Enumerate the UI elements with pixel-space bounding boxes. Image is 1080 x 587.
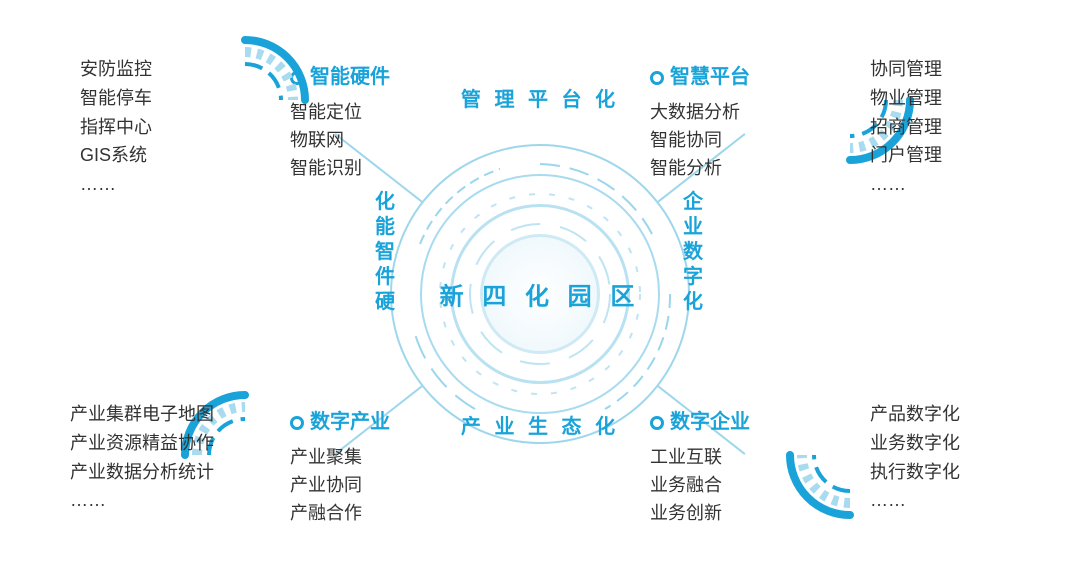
side-item: 产业资源精益协作 [70, 429, 290, 458]
center-title-text: 新 四 化 园 区 [440, 283, 641, 310]
quad-bottom-left: 数字产业产业聚集产业协同产融合作 [290, 405, 490, 528]
side-top-right: 协同管理物业管理招商管理门户管理…… [870, 55, 1050, 199]
quad-item: 产业聚集 [290, 444, 490, 472]
side-item: …… [80, 170, 260, 199]
quad-item: 智能识别 [290, 155, 490, 183]
side-item: 招商管理 [870, 113, 1050, 142]
quad-item: 产融合作 [290, 500, 490, 528]
side-item: 产业集群电子地图 [70, 400, 290, 429]
quad-item: 智能定位 [290, 99, 490, 127]
quad-title-text: 智慧平台 [670, 66, 750, 88]
quad-title-text: 数字企业 [670, 411, 750, 433]
quad-title-text: 智能硬件 [310, 66, 390, 88]
quad-item: 物联网 [290, 127, 490, 155]
side-item: 产品数字化 [870, 400, 1050, 429]
side-item: 安防监控 [80, 55, 260, 84]
quad-title: 智能硬件 [290, 60, 490, 89]
side-item: 门户管理 [870, 141, 1050, 170]
side-item: GIS系统 [80, 141, 260, 170]
arc-label-char: 数 [683, 240, 707, 265]
arc-label-char: 能 [375, 215, 399, 240]
arc-label-char: 化 [683, 290, 707, 315]
side-item: 执行数字化 [870, 458, 1050, 487]
side-item: 产业数据分析统计 [70, 458, 290, 487]
arc-label-left: 化能智件硬 [375, 190, 399, 315]
arc-label-char: 企 [683, 190, 707, 215]
arc-label-char: 字 [683, 265, 707, 290]
diagram-stage: 新 四 化 园 区 管 理 平 台 化 产 业 生 态 化 化能智件硬 企业数字… [0, 0, 1080, 587]
side-item: …… [70, 486, 290, 515]
quad-title: 数字产业 [290, 405, 490, 434]
side-bottom-right: 产品数字化业务数字化执行数字化…… [870, 400, 1050, 515]
side-item: …… [870, 170, 1050, 199]
arc-label-char: 化 [375, 190, 399, 215]
quad-dot-icon [650, 71, 664, 85]
arc-label-right: 企业数字化 [683, 190, 707, 315]
side-item: 业务数字化 [870, 429, 1050, 458]
arc-label-char: 硬 [375, 290, 399, 315]
quad-top-left: 智能硬件智能定位物联网智能识别 [290, 60, 490, 183]
arc-label-char: 智 [375, 240, 399, 265]
arc-label-char: 件 [375, 265, 399, 290]
side-item: 智能停车 [80, 84, 260, 113]
side-item: 指挥中心 [80, 113, 260, 142]
side-item: …… [870, 486, 1050, 515]
side-item: 物业管理 [870, 84, 1050, 113]
arc-label-char: 业 [683, 215, 707, 240]
quad-item: 产业协同 [290, 472, 490, 500]
quad-dot-icon [650, 416, 664, 430]
center-title: 新 四 化 园 区 [440, 276, 641, 311]
side-bottom-left: 产业集群电子地图产业资源精益协作产业数据分析统计…… [70, 400, 290, 515]
side-top-left: 安防监控智能停车指挥中心GIS系统…… [80, 55, 260, 199]
quad-title-text: 数字产业 [310, 411, 390, 433]
side-item: 协同管理 [870, 55, 1050, 84]
